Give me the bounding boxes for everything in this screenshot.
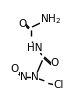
Text: NH$_2$: NH$_2$ [40, 12, 61, 26]
Text: HN: HN [27, 43, 43, 53]
Text: N: N [31, 72, 39, 82]
Text: O: O [10, 64, 19, 74]
Text: Cl: Cl [54, 80, 64, 90]
Text: O: O [18, 19, 26, 29]
Text: O: O [51, 58, 59, 68]
Text: N: N [20, 72, 27, 82]
